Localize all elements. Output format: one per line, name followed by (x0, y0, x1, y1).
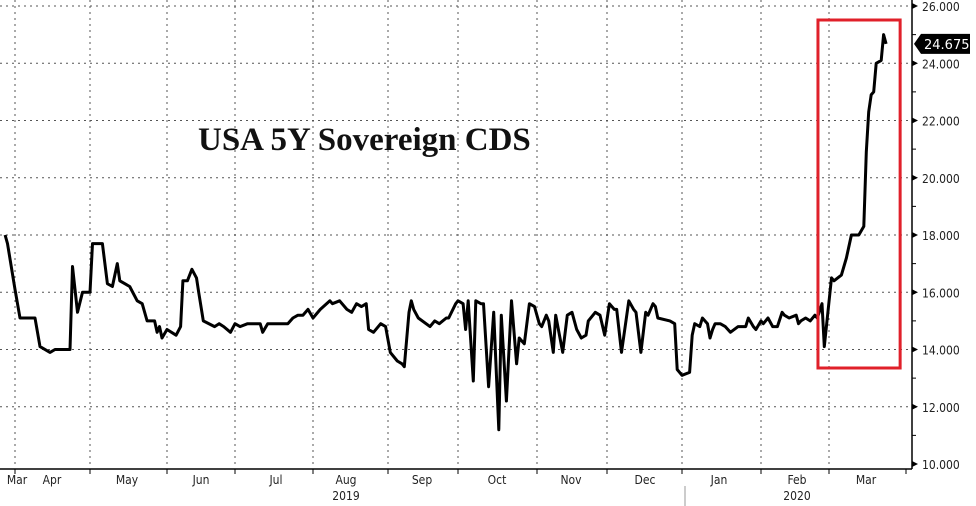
y-tick-arrow (912, 461, 918, 467)
last-value-label: 24.675 (924, 38, 970, 53)
x-tick-label: Sep (412, 473, 433, 487)
y-tick-label: 22.000 (922, 115, 960, 129)
x-tick-label: May (116, 473, 139, 487)
x-tick-label: Apr (43, 473, 62, 487)
y-tick-arrow (912, 3, 918, 9)
y-tick-arrow (912, 403, 918, 410)
last-value-badge: 24.675 (914, 33, 970, 54)
highlight-box (816, 18, 902, 370)
y-tick-label: 14.000 (922, 344, 960, 358)
y-tick-label: 26.000 (922, 0, 960, 14)
year-label: 2020 (783, 489, 811, 503)
year-label: 2019 (332, 489, 360, 503)
y-tick-arrow (912, 232, 918, 238)
x-tick-label: Jan (710, 473, 728, 487)
y-tick-arrow (912, 174, 918, 181)
x-tick-label: Mar (7, 473, 28, 487)
x-tick-label: Oct (488, 473, 507, 487)
y-tick-label: 16.000 (922, 286, 960, 300)
y-tick-arrow (912, 346, 918, 353)
x-tick-label: Jul (268, 473, 282, 487)
x-tick-label: Dec (635, 473, 656, 487)
last-value-badge-shape (914, 33, 970, 54)
y-tick-label: 20.000 (922, 172, 960, 186)
x-tick-label: Nov (560, 473, 582, 487)
y-tick-label: 12.000 (922, 401, 960, 415)
x-tick-label: Jun (192, 473, 210, 487)
series-line (3, 33, 888, 432)
x-tick-label: Aug (335, 473, 356, 487)
y-tick-label: 10.000 (922, 458, 960, 472)
x-tick-label: Mar (856, 473, 877, 487)
x-tick-label: Feb (787, 473, 806, 487)
grid (0, 0, 912, 464)
chart-title: USA 5Y Sovereign CDS (198, 122, 531, 158)
y-tick-label: 24.000 (922, 57, 960, 71)
y-tick-arrow (912, 60, 918, 67)
y-tick-arrow (912, 289, 918, 296)
y-tick-label: 18.000 (922, 229, 960, 243)
y-tick-arrow (912, 117, 918, 124)
